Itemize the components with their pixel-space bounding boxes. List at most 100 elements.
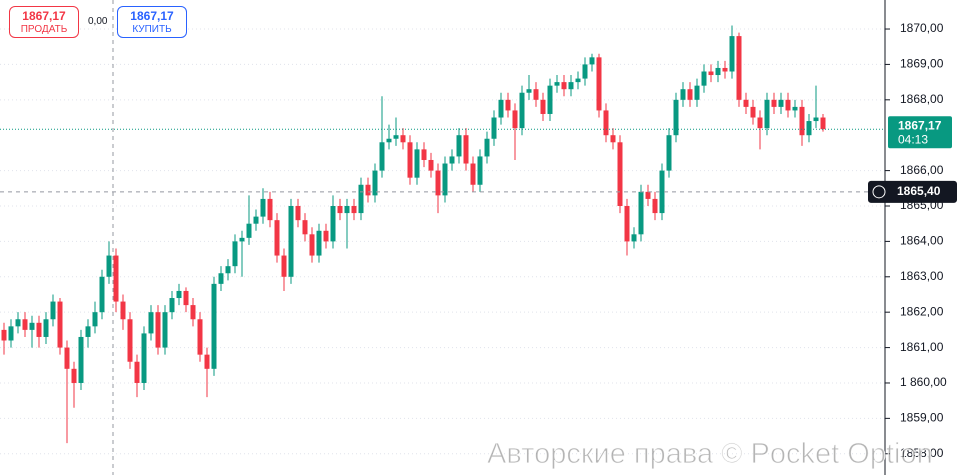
- candle-body: [260, 198, 266, 217]
- y-tick-label: 1859,00: [900, 411, 944, 425]
- y-tick-label: 1866,00: [900, 163, 944, 177]
- candle-body: [43, 319, 49, 337]
- candle-body: [267, 198, 273, 221]
- candle-body: [407, 142, 413, 178]
- candle-body: [596, 57, 602, 111]
- candle-body: [365, 184, 371, 196]
- buy-label: КУПИТЬ: [132, 24, 172, 35]
- candle-body: [659, 170, 665, 214]
- candle-body: [85, 326, 91, 337]
- candle-body: [820, 117, 826, 130]
- candle-body: [29, 322, 35, 330]
- candle-body: [428, 159, 434, 171]
- candle-body: [1, 329, 7, 341]
- candle-body: [162, 312, 168, 348]
- candle-body: [435, 170, 441, 196]
- candle-body: [148, 312, 154, 334]
- last-price-timer: 04:13: [898, 132, 928, 146]
- candle-body: [127, 319, 133, 362]
- candle-body: [624, 205, 630, 242]
- candle-body: [540, 99, 546, 114]
- candle-body: [92, 312, 98, 327]
- candle-body: [225, 266, 231, 274]
- candle-body: [50, 301, 56, 320]
- candle-body: [568, 82, 574, 90]
- crosshair-label: 1865,40: [897, 184, 941, 198]
- last-price-badge: [888, 116, 952, 149]
- candle-body: [582, 64, 588, 79]
- candle-body: [309, 234, 315, 256]
- candle-body: [106, 255, 112, 277]
- candle-body: [337, 205, 343, 214]
- candle-body: [281, 255, 287, 277]
- candle-body: [15, 319, 21, 327]
- y-tick-label: 1858,00: [900, 446, 944, 460]
- candle-body: [57, 301, 63, 348]
- candle-body: [288, 205, 294, 277]
- candle-body: [603, 110, 609, 136]
- candle-body: [477, 156, 483, 185]
- candle-body: [316, 230, 322, 256]
- candle-body: [295, 205, 301, 221]
- candle-body: [218, 273, 224, 284]
- candle-body: [22, 319, 28, 330]
- spread: 0,00: [88, 16, 108, 27]
- candle-body: [806, 121, 812, 136]
- candle-body: [211, 283, 217, 369]
- candle-body: [673, 99, 679, 136]
- candle-body: [666, 135, 672, 171]
- candle-body: [778, 99, 784, 107]
- candle-body: [204, 354, 210, 369]
- sell-button[interactable]: 1867,17 ПРОДАТЬ: [9, 6, 79, 38]
- candle-body: [449, 156, 455, 164]
- candle-body: [351, 205, 357, 214]
- candle-body: [757, 117, 763, 129]
- candle-body: [638, 191, 644, 235]
- candle-body: [505, 99, 511, 111]
- candle-body: [36, 322, 42, 337]
- candle-body: [498, 99, 504, 118]
- watermark: Авторские права © Pocket Option: [487, 438, 934, 471]
- y-tick-label: 1 860,00: [900, 375, 947, 389]
- candle-body: [617, 142, 623, 206]
- candle-body: [526, 89, 532, 93]
- candle-body: [442, 163, 448, 196]
- candle-body: [323, 230, 329, 242]
- candle-body: [610, 135, 616, 143]
- candle-body: [113, 255, 119, 302]
- candle-body: [190, 305, 196, 320]
- candle-body: [771, 99, 777, 107]
- candle-body: [141, 333, 147, 383]
- candle-body: [379, 142, 385, 171]
- candle-body: [547, 85, 553, 114]
- candle-body: [743, 99, 749, 107]
- candle-body: [519, 92, 525, 129]
- y-tick-label: 1868,00: [900, 92, 944, 106]
- y-tick-label: 1870,00: [900, 21, 944, 35]
- candle-body: [197, 319, 203, 355]
- candle-body: [456, 135, 462, 157]
- buy-price: 1867,17: [130, 9, 174, 23]
- candle-body: [134, 361, 140, 383]
- candle-body: [512, 110, 518, 129]
- candle-body: [246, 223, 252, 238]
- candle-body: [120, 301, 126, 320]
- candle-body: [554, 82, 560, 86]
- y-tick-label: 1869,00: [900, 57, 944, 71]
- candle-body: [701, 71, 707, 86]
- candle-body: [358, 184, 364, 214]
- candle-body: [813, 117, 819, 122]
- candle-body: [722, 67, 728, 72]
- sell-price: 1867,17: [22, 9, 66, 23]
- candle-body: [463, 135, 469, 164]
- candle-body: [8, 326, 14, 341]
- buy-button[interactable]: 1867,17 КУПИТЬ: [117, 6, 187, 38]
- candle-body: [78, 336, 84, 383]
- candle-body: [183, 290, 189, 306]
- candle-body: [645, 191, 651, 199]
- candle-body: [491, 117, 497, 139]
- candle-body: [253, 216, 259, 224]
- y-tick-label: 1863,00: [900, 269, 944, 283]
